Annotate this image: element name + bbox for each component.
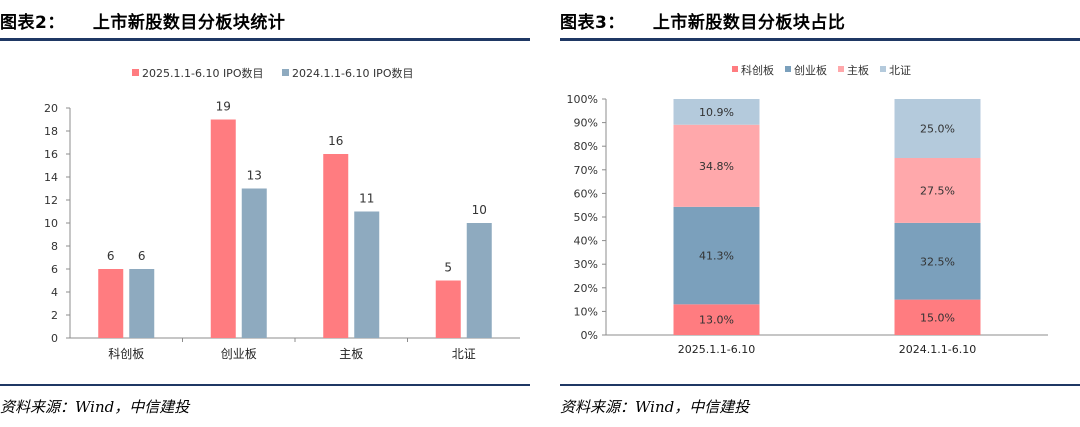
y-tick-label: 2	[51, 309, 58, 322]
data-label: 27.5%	[920, 184, 955, 197]
data-label: 6	[107, 249, 115, 263]
bar-chart: 2025.1.1-6.10 IPO数目 2024.1.1-6.10 IPO数目 0 2…	[44, 67, 520, 361]
y-tick-label: 30%	[574, 258, 598, 271]
data-label: 13	[247, 169, 262, 183]
bar	[129, 269, 155, 338]
legend-label: 创业板	[794, 63, 827, 77]
legend-label: 2025.1.1-6.10 IPO数目	[142, 67, 263, 80]
bottom-rule-left	[0, 384, 530, 386]
legend-label: 科创板	[741, 63, 774, 77]
data-label: 34.8%	[699, 160, 734, 173]
figure-title-left: 图表2： 上市新股数目分板块统计	[0, 8, 285, 33]
y-tick-label: 4	[51, 286, 58, 299]
stack-segment	[673, 99, 760, 125]
figure-right: 图表3： 上市新股数目分板块占比 科创板 创业板 主板 北证 0% 10% 20% 30% 40%…	[560, 0, 1080, 427]
data-label: 13.0%	[699, 314, 734, 327]
stack-segment	[894, 158, 981, 223]
legend-label: 北证	[889, 64, 911, 77]
y-tick-label: 0%	[581, 329, 598, 342]
x-tick-label: 2025.1.1-6.10	[678, 343, 755, 356]
data-label: 41.3%	[699, 250, 734, 263]
data-label: 6	[138, 249, 146, 263]
x-tick-label: 2024.1.1-6.10	[899, 343, 976, 356]
source-note-right: 资料来源：Wind，中信建投	[560, 398, 750, 416]
legend-swatch	[838, 66, 844, 72]
data-label: 32.5%	[920, 255, 955, 268]
y-tick-label: 12	[44, 194, 58, 207]
stack-segment	[673, 304, 760, 335]
y-tick-label: 6	[51, 263, 58, 276]
y-tick-label: 18	[44, 125, 58, 138]
y-tick-label: 60%	[574, 187, 598, 200]
data-label: 15.0%	[920, 311, 955, 324]
x-tick-label: 科创板	[108, 347, 144, 361]
figure-title-right: 图表3： 上市新股数目分板块占比	[560, 8, 845, 33]
y-tick-label: 14	[44, 171, 58, 184]
y-tick-label: 70%	[574, 164, 598, 177]
bar	[354, 211, 380, 338]
stack-segment	[673, 124, 760, 207]
legend-swatch	[132, 69, 139, 76]
y-tick-label: 20	[44, 102, 58, 115]
bar	[241, 188, 267, 338]
y-tick-label: 8	[51, 240, 58, 253]
y-tick-label: 20%	[574, 282, 598, 295]
figure-label-left: 图表2：	[0, 13, 65, 33]
y-tick-label: 10	[44, 217, 58, 230]
data-label: 16	[328, 134, 343, 148]
data-label: 10.9%	[699, 106, 734, 119]
figure-heading-right: 上市新股数目分板块占比	[652, 13, 846, 33]
stack-segment	[894, 99, 981, 158]
stack-segment	[894, 222, 981, 300]
data-label: 11	[359, 192, 374, 206]
top-rule-right	[560, 38, 1080, 41]
stack-segment	[673, 206, 760, 305]
figure-label-right: 图表3：	[560, 13, 625, 33]
x-tick-label: 创业板	[221, 347, 257, 361]
bar	[323, 154, 349, 338]
data-label: 10	[472, 203, 487, 217]
legend-swatch	[282, 69, 289, 76]
y-tick-label: 10%	[574, 305, 598, 318]
legend-swatch	[880, 66, 886, 72]
y-tick-label: 80%	[574, 140, 598, 153]
stacked-bar-chart: 科创板 创业板 主板 北证 0% 10% 20% 30% 40% 50% 60% 70% 80% 90% 1…	[567, 63, 1048, 356]
bar	[435, 280, 461, 338]
y-tick-label: 50%	[574, 211, 598, 224]
source-note-left: 资料来源：Wind，中信建投	[0, 398, 190, 416]
y-tick-label: 0	[51, 332, 58, 345]
data-label: 19	[216, 100, 231, 114]
y-tick-label: 100%	[567, 93, 598, 106]
y-tick-label: 90%	[574, 117, 598, 130]
bar	[210, 119, 236, 338]
legend-swatch	[785, 66, 791, 72]
figure-heading-left: 上市新股数目分板块统计	[92, 13, 286, 33]
x-tick-label: 北证	[452, 347, 476, 361]
figure-left: 图表2： 上市新股数目分板块统计 2025.1.1-6.10 IPO数目 2024.…	[0, 0, 530, 427]
y-tick-label: 16	[44, 148, 58, 161]
data-label: 25.0%	[920, 123, 955, 136]
data-label: 5	[444, 261, 452, 275]
top-rule-left	[0, 38, 530, 41]
bar	[98, 269, 124, 338]
bottom-rule-right	[560, 384, 1080, 386]
legend-label: 主板	[847, 63, 869, 77]
legend-swatch	[732, 66, 738, 72]
y-tick-label: 40%	[574, 235, 598, 248]
legend-label: 2024.1.1-6.10 IPO数目	[292, 67, 413, 80]
bar	[466, 223, 492, 338]
stack-segment	[894, 299, 981, 335]
x-tick-label: 主板	[339, 347, 363, 361]
